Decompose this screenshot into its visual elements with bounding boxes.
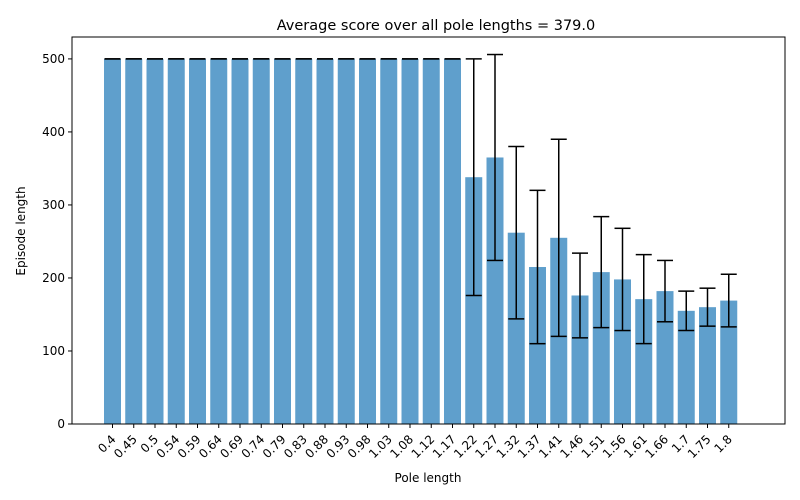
y-tick-label: 400 xyxy=(42,125,65,139)
y-tick-label: 0 xyxy=(57,417,65,431)
bar xyxy=(295,58,313,424)
bar xyxy=(337,58,355,424)
x-axis-label: Pole length xyxy=(395,471,462,485)
bar xyxy=(614,279,631,424)
bar xyxy=(677,310,695,424)
bar xyxy=(720,300,738,424)
bar xyxy=(486,157,504,424)
bar xyxy=(465,177,483,424)
bar xyxy=(380,58,398,424)
bar xyxy=(401,58,419,424)
bar xyxy=(571,295,589,424)
chart-title: Average score over all pole lengths = 37… xyxy=(277,18,596,34)
bar xyxy=(316,58,334,424)
bar xyxy=(125,58,143,424)
bar xyxy=(699,307,716,424)
bar xyxy=(146,58,164,424)
bar xyxy=(210,58,228,424)
x-tick-label: 1.75 xyxy=(685,432,714,461)
x-tick-label: 1.8 xyxy=(711,432,734,455)
bar xyxy=(422,58,440,424)
bar xyxy=(656,291,674,424)
plot-area: 01002003004005000.40.450.50.540.590.640.… xyxy=(42,52,738,461)
bar xyxy=(231,58,249,424)
bar xyxy=(444,58,461,424)
plot-frame xyxy=(71,36,786,425)
y-tick-label: 200 xyxy=(42,271,65,285)
bar xyxy=(592,272,610,424)
bar xyxy=(274,58,291,424)
bar xyxy=(104,58,121,424)
y-tick-label: 500 xyxy=(42,52,65,66)
bar xyxy=(252,58,270,424)
bar xyxy=(635,299,653,424)
y-tick-label: 100 xyxy=(42,344,65,358)
x-tick-label: 1.66 xyxy=(642,432,671,461)
bar xyxy=(507,232,525,424)
bar xyxy=(189,58,206,424)
x-tick-label: 0.45 xyxy=(111,432,140,461)
y-axis-label: Episode length xyxy=(14,186,28,275)
bar xyxy=(359,58,376,424)
y-tick-label: 300 xyxy=(42,198,65,212)
bar xyxy=(167,58,185,424)
bar xyxy=(529,267,546,424)
